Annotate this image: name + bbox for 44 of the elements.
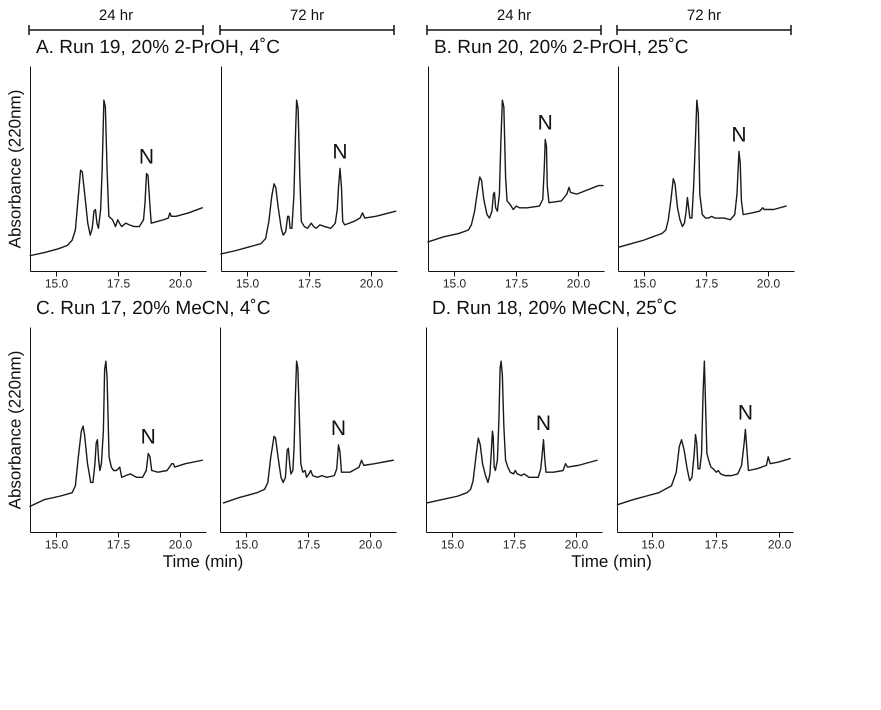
x-tick-label: 17.5 — [106, 276, 130, 290]
chart-title: D. Run 18, 20% MeCN, 25˚C — [432, 297, 677, 321]
annotation: N — [536, 412, 552, 435]
x-tick-label: 15.0 — [44, 538, 69, 552]
x-tick-label: 20.0 — [168, 276, 192, 290]
chart-title: B. Run 20, 20% 2-PrOH, 25˚C — [434, 36, 688, 60]
x-tick-label: 17.5 — [704, 538, 728, 552]
x-tick-label: 17.5 — [504, 276, 528, 290]
x-tick-label: 15.0 — [632, 276, 657, 290]
x-tick-label: 20.0 — [564, 538, 588, 552]
x-tick-label: 17.5 — [106, 538, 130, 552]
x-tick-label: 15.0 — [234, 538, 259, 552]
x-tick-label: 17.5 — [298, 276, 322, 290]
x-tick-label: 15.0 — [236, 276, 260, 290]
x-axis-title: Time (min) — [162, 552, 244, 572]
x-tick-label: 17.5 — [502, 538, 526, 552]
x-tick-label: 17.5 — [296, 538, 320, 552]
x-tick-label: 15.0 — [440, 538, 465, 552]
text: 24 hr — [98, 7, 134, 24]
x-tick-label: 20.0 — [360, 276, 384, 290]
annotation: N — [138, 146, 154, 169]
x-tick-label: 20.0 — [168, 538, 192, 552]
x-tick-label: 17.5 — [694, 276, 718, 290]
x-tick-label: 15.0 — [442, 276, 467, 290]
annotation: N — [738, 402, 753, 424]
x-tick-label: 20.0 — [566, 276, 590, 290]
x-tick-label: 15.0 — [44, 276, 69, 290]
annotation: N — [538, 111, 553, 134]
text: 72 hr — [686, 7, 722, 24]
x-tick-label: 20.0 — [756, 276, 780, 290]
x-tick-label: 20.0 — [768, 538, 792, 552]
chart-title: C. Run 17, 20% MeCN, 4˚C — [36, 297, 270, 321]
y-axis-title: Absorbance (220nm) — [6, 350, 24, 510]
text: 72 hr — [288, 7, 326, 24]
x-tick-label: 20.0 — [358, 538, 382, 552]
annotation: N — [140, 425, 156, 448]
annotation: N — [330, 416, 346, 440]
chart-title: A. Run 19, 20% 2-PrOH, 4˚C — [36, 36, 280, 60]
text: 24 hr — [496, 7, 532, 24]
y-axis-title: Absorbance (220nm) — [6, 90, 24, 248]
annotation: N — [332, 140, 348, 164]
annotation: N — [731, 123, 747, 146]
x-axis-title: Time (min) — [570, 552, 653, 572]
x-tick-label: 15.0 — [641, 538, 665, 552]
